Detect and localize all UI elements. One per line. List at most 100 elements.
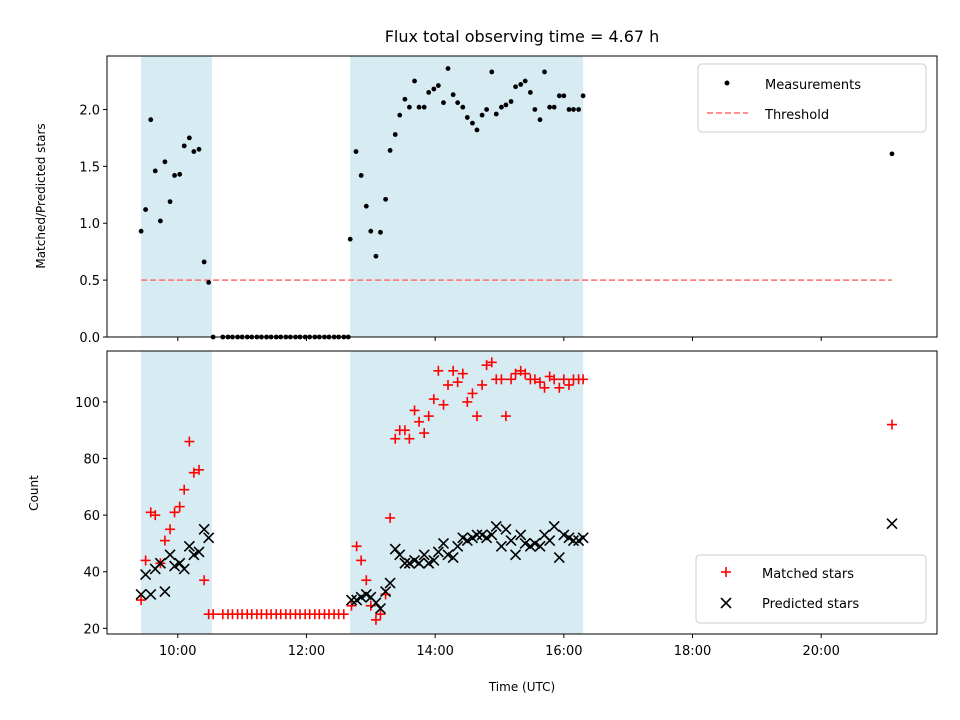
measurement-point — [412, 78, 417, 84]
measurement-point — [527, 90, 533, 95]
predicted-star-point — [577, 532, 589, 544]
predicted-star-point — [558, 529, 570, 541]
predicted-star-point — [452, 540, 464, 552]
top-y-tick-label: 1.0 — [79, 217, 100, 232]
matched-star-point — [549, 374, 560, 385]
matched-star-point — [448, 365, 459, 376]
matched-star-point — [438, 399, 449, 410]
measurement-point — [464, 115, 470, 120]
top-shaded-interval-0 — [141, 56, 212, 337]
measurement-point — [378, 229, 383, 235]
predicted-star-point — [471, 529, 483, 541]
measurement-point — [206, 279, 212, 285]
measurement-point — [186, 135, 192, 141]
predicted-star-point — [500, 523, 512, 535]
measurement-point — [416, 104, 422, 110]
measurement-point — [358, 173, 364, 178]
measurement-point — [392, 132, 398, 137]
matched-star-point — [361, 575, 372, 586]
measurement-point — [455, 100, 461, 106]
measurement-point — [143, 207, 149, 212]
predicted-star-point — [380, 585, 392, 598]
measurement-point — [450, 92, 456, 98]
matched-star-point — [558, 374, 569, 385]
measurement-point — [571, 107, 576, 112]
matched-star-point — [356, 555, 367, 566]
legend-predicted-label: Predicted stars — [762, 597, 859, 612]
measurement-point — [167, 199, 173, 205]
bottom-x-tick-label: 20:00 — [802, 644, 839, 659]
predicted-star-point — [145, 588, 157, 600]
bottom-y-axis-label: Count — [27, 475, 41, 511]
legend-matched-marker — [721, 567, 731, 577]
predicted-star-point — [486, 529, 498, 541]
measurement-point — [172, 173, 177, 178]
measurement-point — [373, 253, 379, 259]
matched-star-point — [174, 501, 185, 512]
legend-matched-label: Matched stars — [762, 567, 854, 582]
matched-star-point — [539, 382, 550, 393]
predicted-star-point — [399, 557, 411, 569]
matched-star-point — [433, 365, 444, 376]
top-y-tick-label: 0.0 — [79, 331, 100, 346]
matched-star-point — [496, 374, 507, 385]
bottom-y-tick-label: 20 — [83, 622, 100, 637]
predicted-star-point — [567, 535, 580, 547]
bottom-x-tick-label: 10:00 — [159, 644, 196, 659]
matched-star-point — [477, 379, 488, 390]
matched-star-point — [399, 425, 410, 436]
predicted-star-point — [505, 535, 517, 547]
measurement-point — [397, 112, 403, 118]
matched-star-point — [346, 600, 357, 611]
predicted-star-point — [437, 537, 450, 550]
matched-star-point — [443, 379, 454, 390]
predicted-star-point — [159, 585, 171, 598]
top-axes-frame — [106, 55, 938, 338]
matched-star-point — [179, 484, 190, 495]
measurement-point — [158, 218, 163, 224]
bottom-x-tick-label: 18:00 — [674, 644, 711, 659]
predicted-star-point — [418, 549, 430, 561]
predicted-star-point — [154, 557, 166, 569]
measurement-point — [493, 111, 499, 117]
matched-star-point — [375, 609, 386, 620]
legend-threshold-label: Threshold — [764, 108, 829, 123]
predicted-star-point — [413, 557, 425, 569]
bottom-x-ticks: 10:00 12:00 14:00 16:00 18:00 20:00 — [159, 634, 840, 659]
predicted-star-point — [174, 557, 186, 569]
legend-measurements-label: Measurements — [765, 78, 861, 93]
matched-star-point — [390, 433, 401, 444]
predicted-star-point — [178, 563, 190, 575]
predicted-star-point — [529, 537, 541, 550]
predicted-star-point — [544, 535, 556, 547]
measurement-point — [547, 104, 553, 110]
measurement-point — [387, 148, 393, 153]
top-panel: 0.0 0.5 1.0 1.5 2.0 Flux total observing tim… — [34, 27, 938, 346]
measurement-point — [513, 84, 518, 90]
measurement-point — [435, 83, 441, 88]
predicted-star-point — [370, 597, 382, 609]
bottom-y-ticks: 20 40 60 80 100 — [75, 396, 107, 637]
measurement-point — [353, 149, 359, 154]
measurement-point — [347, 236, 353, 242]
bottom-x-tick-label: 14:00 — [416, 644, 453, 659]
matched-star-point — [520, 368, 531, 379]
measurement-point — [470, 120, 475, 126]
measurement-point — [503, 102, 509, 108]
matched-star-point — [409, 405, 420, 416]
predicted-star-point — [442, 549, 454, 561]
predicted-star-point — [481, 532, 493, 544]
measurement-point — [368, 228, 374, 234]
predicted-star-point — [534, 540, 546, 552]
predicted-star-point — [428, 554, 440, 566]
measurement-point — [152, 168, 158, 174]
matched-star-point — [199, 575, 210, 586]
measurement-point — [542, 69, 547, 75]
predicted-star-point — [490, 520, 502, 533]
matched-star-point — [159, 535, 170, 546]
matched-star-point — [554, 382, 565, 393]
bottom-x-tick-label: 16:00 — [545, 644, 582, 659]
predicted-star-point — [394, 549, 406, 561]
matched-star-point — [338, 609, 349, 620]
